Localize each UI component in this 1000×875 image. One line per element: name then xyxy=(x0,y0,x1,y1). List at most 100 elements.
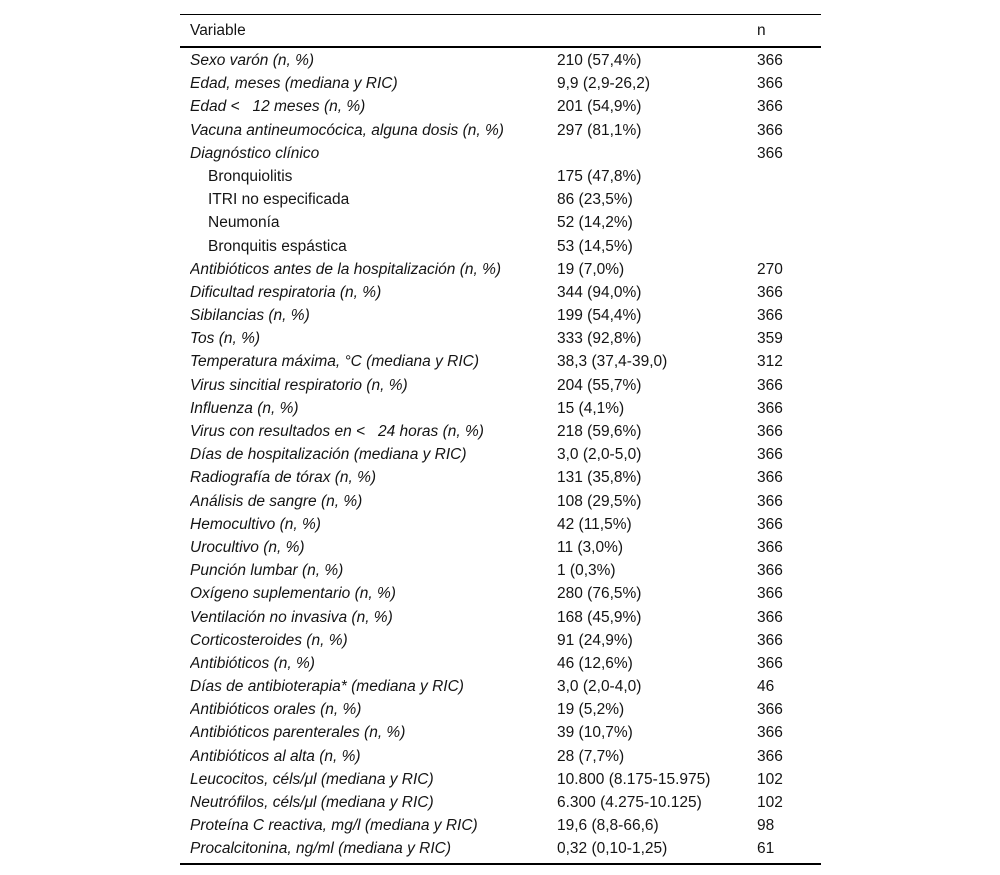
table-row: Antibióticos (n, %) 46 (12,6%) 366 xyxy=(180,652,821,675)
row-label: Corticosteroides (n, %) xyxy=(190,631,348,649)
row-label: Análisis de sangre (n, %) xyxy=(190,492,363,510)
row-n: 366 xyxy=(757,283,783,301)
row-n: 366 xyxy=(757,469,783,487)
row-label: Antibióticos parenterales (n, %) xyxy=(190,724,406,742)
row-label: Punción lumbar (n, %) xyxy=(190,562,344,580)
table-row: Días de hospitalización (mediana y RIC) … xyxy=(180,443,821,466)
row-n: 366 xyxy=(757,747,783,765)
row-value: 6.300 (4.275-10.125) xyxy=(557,794,702,811)
row-label: Antibióticos (n, %) xyxy=(190,654,315,672)
row-n: 366 xyxy=(757,608,783,626)
row-n: 366 xyxy=(757,654,783,672)
row-value: 333 (92,8%) xyxy=(557,330,642,348)
row-label: Edad, meses (mediana y RIC) xyxy=(190,75,398,93)
row-n: 366 xyxy=(757,423,783,440)
table-row: Corticosteroides (n, %) 91 (24,9%) 366 xyxy=(180,629,821,652)
row-n: 366 xyxy=(757,376,783,394)
row-n: 102 xyxy=(757,794,783,811)
row-value: 108 (29,5%) xyxy=(557,492,642,510)
row-n: 98 xyxy=(757,817,775,835)
row-label: Proteína C reactiva, mg/l (mediana y RIC… xyxy=(190,817,478,835)
row-n: 366 xyxy=(757,538,783,556)
row-label: Tos (n, %) xyxy=(190,330,261,348)
table-body: Sexo varón (n, %) 210 (57,4%) 366 Edad, … xyxy=(180,48,821,863)
table-row: Virus sincitial respiratorio (n, %) 204 … xyxy=(180,374,821,397)
table-row: Diagnóstico clínico 366 xyxy=(180,142,821,165)
row-label: Edad < 12 meses (n, %) xyxy=(190,98,366,116)
row-value: 53 (14,5%) xyxy=(557,237,633,255)
table-row: Leucocitos, céls/μl (mediana y RIC) 10.8… xyxy=(180,768,821,791)
table-row: Antibióticos antes de la hospitalización… xyxy=(180,258,821,281)
row-value: 15 (4,1%) xyxy=(557,399,625,417)
row-n: 46 xyxy=(757,678,775,696)
row-label: Virus con resultados en < 24 horas (n, %… xyxy=(190,423,484,440)
row-value: 3,0 (2,0-5,0) xyxy=(557,446,642,464)
row-n: 366 xyxy=(757,121,783,139)
row-value xyxy=(557,142,757,165)
row-n: 366 xyxy=(757,492,783,510)
row-n: 366 xyxy=(757,631,783,649)
row-value: 86 (23,5%) xyxy=(557,191,633,209)
row-label: Ventilación no invasiva (n, %) xyxy=(190,608,393,626)
row-n: 366 xyxy=(757,562,783,580)
row-value: 201 (54,9%) xyxy=(557,98,642,116)
row-label: Radiografía de tórax (n, %) xyxy=(190,469,377,487)
clinical-characteristics-table: Variable n Sexo varón (n, %) 210 (57,4%)… xyxy=(180,14,821,865)
row-n: 366 xyxy=(757,446,783,464)
row-value: 28 (7,7%) xyxy=(557,747,625,765)
table-row: Neumonía 52 (14,2%) xyxy=(180,211,821,234)
row-label: Bronquiolitis xyxy=(208,167,293,185)
row-n: 366 xyxy=(757,98,783,116)
table-header-row: Variable n xyxy=(180,15,821,48)
table-row: Radiografía de tórax (n, %) 131 (35,8%) … xyxy=(180,466,821,489)
row-n: 366 xyxy=(757,724,783,742)
row-label: Leucocitos, céls/μl (mediana y RIC) xyxy=(190,770,434,788)
row-value: 218 (59,6%) xyxy=(557,423,642,440)
column-header-n: n xyxy=(757,21,766,39)
row-value: 175 (47,8%) xyxy=(557,167,642,185)
row-label: Procalcitonina, ng/ml (mediana y RIC) xyxy=(190,840,452,858)
row-n: 366 xyxy=(757,515,783,533)
row-label: Diagnóstico clínico xyxy=(190,144,320,162)
table-row: Bronquiolitis 175 (47,8%) xyxy=(180,165,821,188)
row-label: Hemocultivo (n, %) xyxy=(190,515,321,533)
table-row: Oxígeno suplementario (n, %) 280 (76,5%)… xyxy=(180,582,821,605)
row-n: 61 xyxy=(757,840,775,858)
row-label: Días de hospitalización (mediana y RIC) xyxy=(190,446,467,464)
table-row: Temperatura máxima, °C (mediana y RIC) 3… xyxy=(180,350,821,373)
row-n: 366 xyxy=(757,399,783,417)
table-row: Proteína C reactiva, mg/l (mediana y RIC… xyxy=(180,814,821,837)
table-row: Ventilación no invasiva (n, %) 168 (45,9… xyxy=(180,606,821,629)
column-header-variable: Variable xyxy=(190,21,246,39)
table-row: Antibióticos orales (n, %) 19 (5,2%) 366 xyxy=(180,698,821,721)
row-value: 9,9 (2,9-26,2) xyxy=(557,75,651,93)
table-row: Sibilancias (n, %) 199 (54,4%) 366 xyxy=(180,304,821,327)
row-n xyxy=(757,211,821,234)
row-n: 366 xyxy=(757,144,783,162)
row-n: 312 xyxy=(757,353,783,371)
table-row: Hemocultivo (n, %) 42 (11,5%) 366 xyxy=(180,513,821,536)
table-row: Edad, meses (mediana y RIC) 9,9 (2,9-26,… xyxy=(180,72,821,95)
table-row: Antibióticos parenterales (n, %) 39 (10,… xyxy=(180,721,821,744)
row-value: 199 (54,4%) xyxy=(557,307,642,325)
table-row: Urocultivo (n, %) 11 (3,0%) 366 xyxy=(180,536,821,559)
row-n: 102 xyxy=(757,770,783,788)
row-value: 19 (7,0%) xyxy=(557,260,625,278)
row-label: Sexo varón (n, %) xyxy=(190,52,315,69)
row-value: 210 (57,4%) xyxy=(557,52,642,69)
table-row: Dificultad respiratoria (n, %) 344 (94,0… xyxy=(180,281,821,304)
row-n: 366 xyxy=(757,307,783,325)
table-row: Procalcitonina, ng/ml (mediana y RIC) 0,… xyxy=(180,837,821,860)
row-label: Dificultad respiratoria (n, %) xyxy=(190,283,382,301)
row-label: Neumonía xyxy=(208,214,280,232)
row-label: Virus sincitial respiratorio (n, %) xyxy=(190,376,408,394)
row-value: 10.800 (8.175-15.975) xyxy=(557,770,711,788)
table-row: ITRI no especificada 86 (23,5%) xyxy=(180,188,821,211)
row-label: Neutrófilos, céls/μl (mediana y RIC) xyxy=(190,794,434,811)
row-value: 11 (3,0%) xyxy=(557,538,624,556)
table-row: Días de antibioterapia* (mediana y RIC) … xyxy=(180,675,821,698)
row-value: 204 (55,7%) xyxy=(557,376,642,394)
row-value: 168 (45,9%) xyxy=(557,608,642,626)
row-label: Antibióticos al alta (n, %) xyxy=(190,747,361,765)
